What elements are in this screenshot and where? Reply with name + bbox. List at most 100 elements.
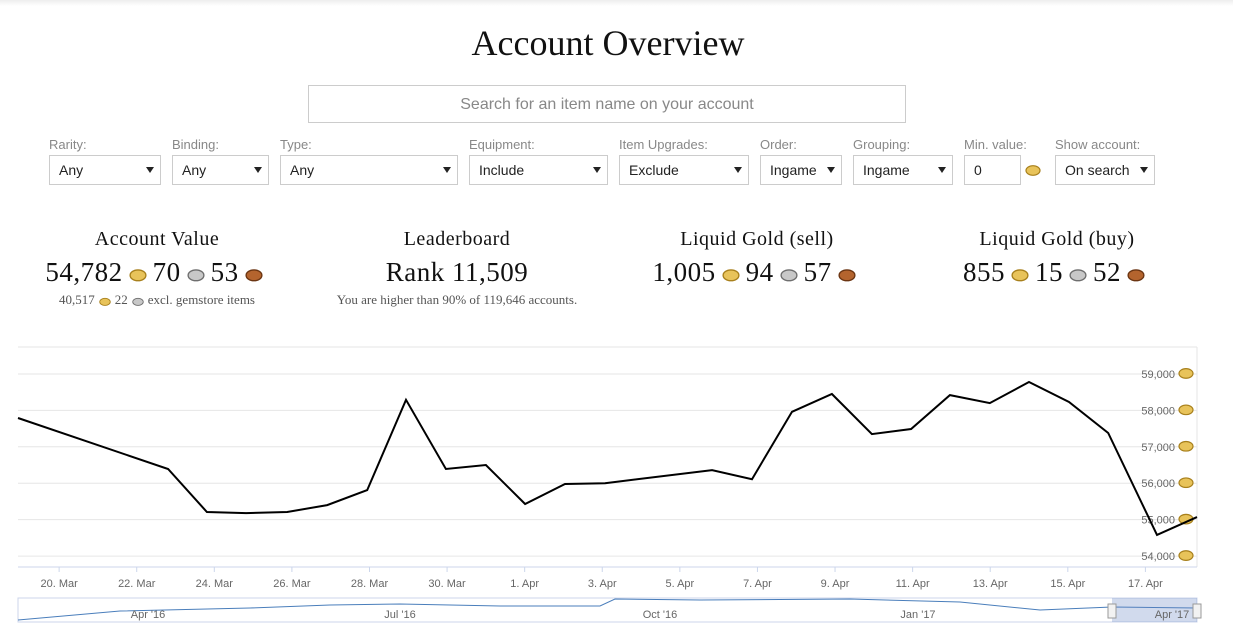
navigator-label: Jan '17 — [900, 609, 935, 621]
coin-shape — [1069, 269, 1087, 282]
stat-block: Liquid Gold (buy) 855 15 52 — [907, 228, 1207, 288]
arrow-shape — [254, 167, 262, 173]
filter-select[interactable]: Ingame — [760, 155, 842, 185]
x-tick-label: 15. Apr — [1050, 578, 1085, 590]
x-tick-label: 1. Apr — [510, 578, 539, 590]
coin-shape — [1127, 269, 1145, 282]
stat-block: Account Value 54,782 70 53 40,517 22 excl. gem… — [7, 228, 307, 308]
filter-value: Any — [290, 162, 315, 178]
coin-icon — [1178, 440, 1194, 452]
x-tick-label: 11. Apr — [896, 578, 930, 590]
y-tick-label: 55,000 — [1141, 515, 1175, 527]
navigator-handle — [1107, 603, 1117, 619]
dropdown-arrow — [1140, 167, 1148, 173]
coin-shape — [780, 269, 798, 282]
navigator-label: Jul '16 — [384, 609, 415, 621]
coin-shape — [187, 269, 205, 282]
page-title: Account Overview — [471, 23, 745, 63]
dropdown-arrow — [938, 167, 946, 173]
filter-select[interactable]: On search — [1055, 155, 1155, 185]
coin-shape — [245, 269, 263, 282]
navigator-selection — [1112, 598, 1197, 622]
filter-value: Any — [59, 162, 84, 178]
x-tick-label: 22. Mar — [118, 578, 156, 590]
navigator-frame — [17, 597, 1198, 623]
filter-select[interactable]: Any — [280, 155, 458, 185]
filter-select[interactable]: Include — [469, 155, 608, 185]
filter-label: Binding: — [172, 137, 219, 152]
arrow-shape — [443, 167, 451, 173]
arrow-shape — [938, 167, 946, 173]
filter-label: Rarity: — [49, 137, 87, 152]
navigator-series — [17, 598, 1198, 621]
filter-label: Equipment: — [469, 137, 535, 152]
arrow-shape — [593, 167, 601, 173]
coin-icon — [1178, 477, 1194, 489]
dropdown-arrow — [443, 167, 451, 173]
coin-icon — [1178, 550, 1194, 561]
note-text: You are higher than 90% of 119,646 accou… — [336, 292, 578, 307]
coin-shape — [1025, 165, 1041, 176]
filter-select[interactable]: Any — [172, 155, 269, 185]
coin-icon — [1178, 368, 1194, 379]
navigator-label: Apr '16 — [131, 609, 166, 621]
coin-amount: 15 — [1035, 257, 1063, 287]
x-tick-label: 3. Apr — [588, 578, 617, 590]
coin-icon — [132, 297, 144, 306]
x-tick-label: 13. Apr — [973, 578, 1008, 590]
stat-title: Leaderboard — [403, 228, 511, 250]
filter-value: Include — [479, 162, 525, 178]
stat-title: Liquid Gold (buy) — [979, 228, 1135, 250]
coin-amount: 94 — [745, 257, 774, 287]
stat-value: 54,782 70 53 — [7, 257, 307, 288]
dropdown-arrow — [146, 167, 154, 173]
coin-icon — [1127, 269, 1145, 282]
x-tick-label: 28. Mar — [351, 578, 389, 590]
coin-icon — [99, 297, 111, 306]
coin-amount: 57 — [803, 257, 832, 287]
x-tick-label: 26. Mar — [273, 578, 311, 590]
arrow-shape — [1140, 167, 1148, 173]
stat-text: Rank 11,509 — [385, 257, 529, 287]
arrow-shape — [146, 167, 154, 173]
coin-amount: 40,517 — [59, 292, 95, 307]
top-shadow — [0, 0, 1233, 6]
stat-value: Rank 11,509 — [307, 257, 607, 288]
filter-value: On search — [1065, 162, 1130, 178]
filter-value: Ingame — [770, 162, 817, 178]
y-tick-label: 57,000 — [1141, 442, 1175, 454]
coin-amount: 53 — [210, 257, 239, 287]
coin-icon — [780, 269, 798, 282]
filter-select[interactable]: Any — [49, 155, 161, 185]
dropdown-arrow — [827, 167, 835, 173]
coin-amount: 22 — [114, 292, 128, 307]
coin-amount: 855 — [963, 257, 1005, 287]
coin-shape — [129, 269, 147, 282]
x-tick-label: 9. Apr — [821, 578, 850, 590]
filter-select[interactable]: Ingame — [853, 155, 953, 185]
filter-label: Order: — [760, 137, 797, 152]
filter-value: Exclude — [629, 162, 679, 178]
coin-shape — [99, 297, 111, 306]
stat-block: Leaderboard Rank 11,509 You are higher tha… — [307, 228, 607, 308]
coin-shape — [722, 269, 740, 282]
search-input[interactable]: Search for an item name on your account — [308, 85, 906, 123]
data-line — [17, 380, 1198, 537]
y-tick-label: 56,000 — [1141, 478, 1175, 490]
arrow-shape — [734, 167, 742, 173]
filter-select[interactable]: Exclude — [619, 155, 749, 185]
coin-amount: 54,782 — [45, 257, 123, 287]
coin-icon — [1178, 404, 1194, 416]
chart: 54,000 55,000 56,000 57,000 58,000 59,000 20. … — [17, 346, 1202, 623]
stat-title: Liquid Gold (sell) — [680, 228, 834, 250]
coin-shape — [1178, 477, 1194, 489]
filter-value: Ingame — [863, 162, 910, 178]
min-value-input[interactable]: 0 — [964, 155, 1021, 185]
coin-icon — [245, 269, 263, 282]
navigator-handle — [1192, 603, 1202, 619]
coin-icon — [1069, 269, 1087, 282]
dropdown-arrow — [593, 167, 601, 173]
coin-shape — [1178, 440, 1194, 452]
coin-icon — [722, 269, 740, 282]
